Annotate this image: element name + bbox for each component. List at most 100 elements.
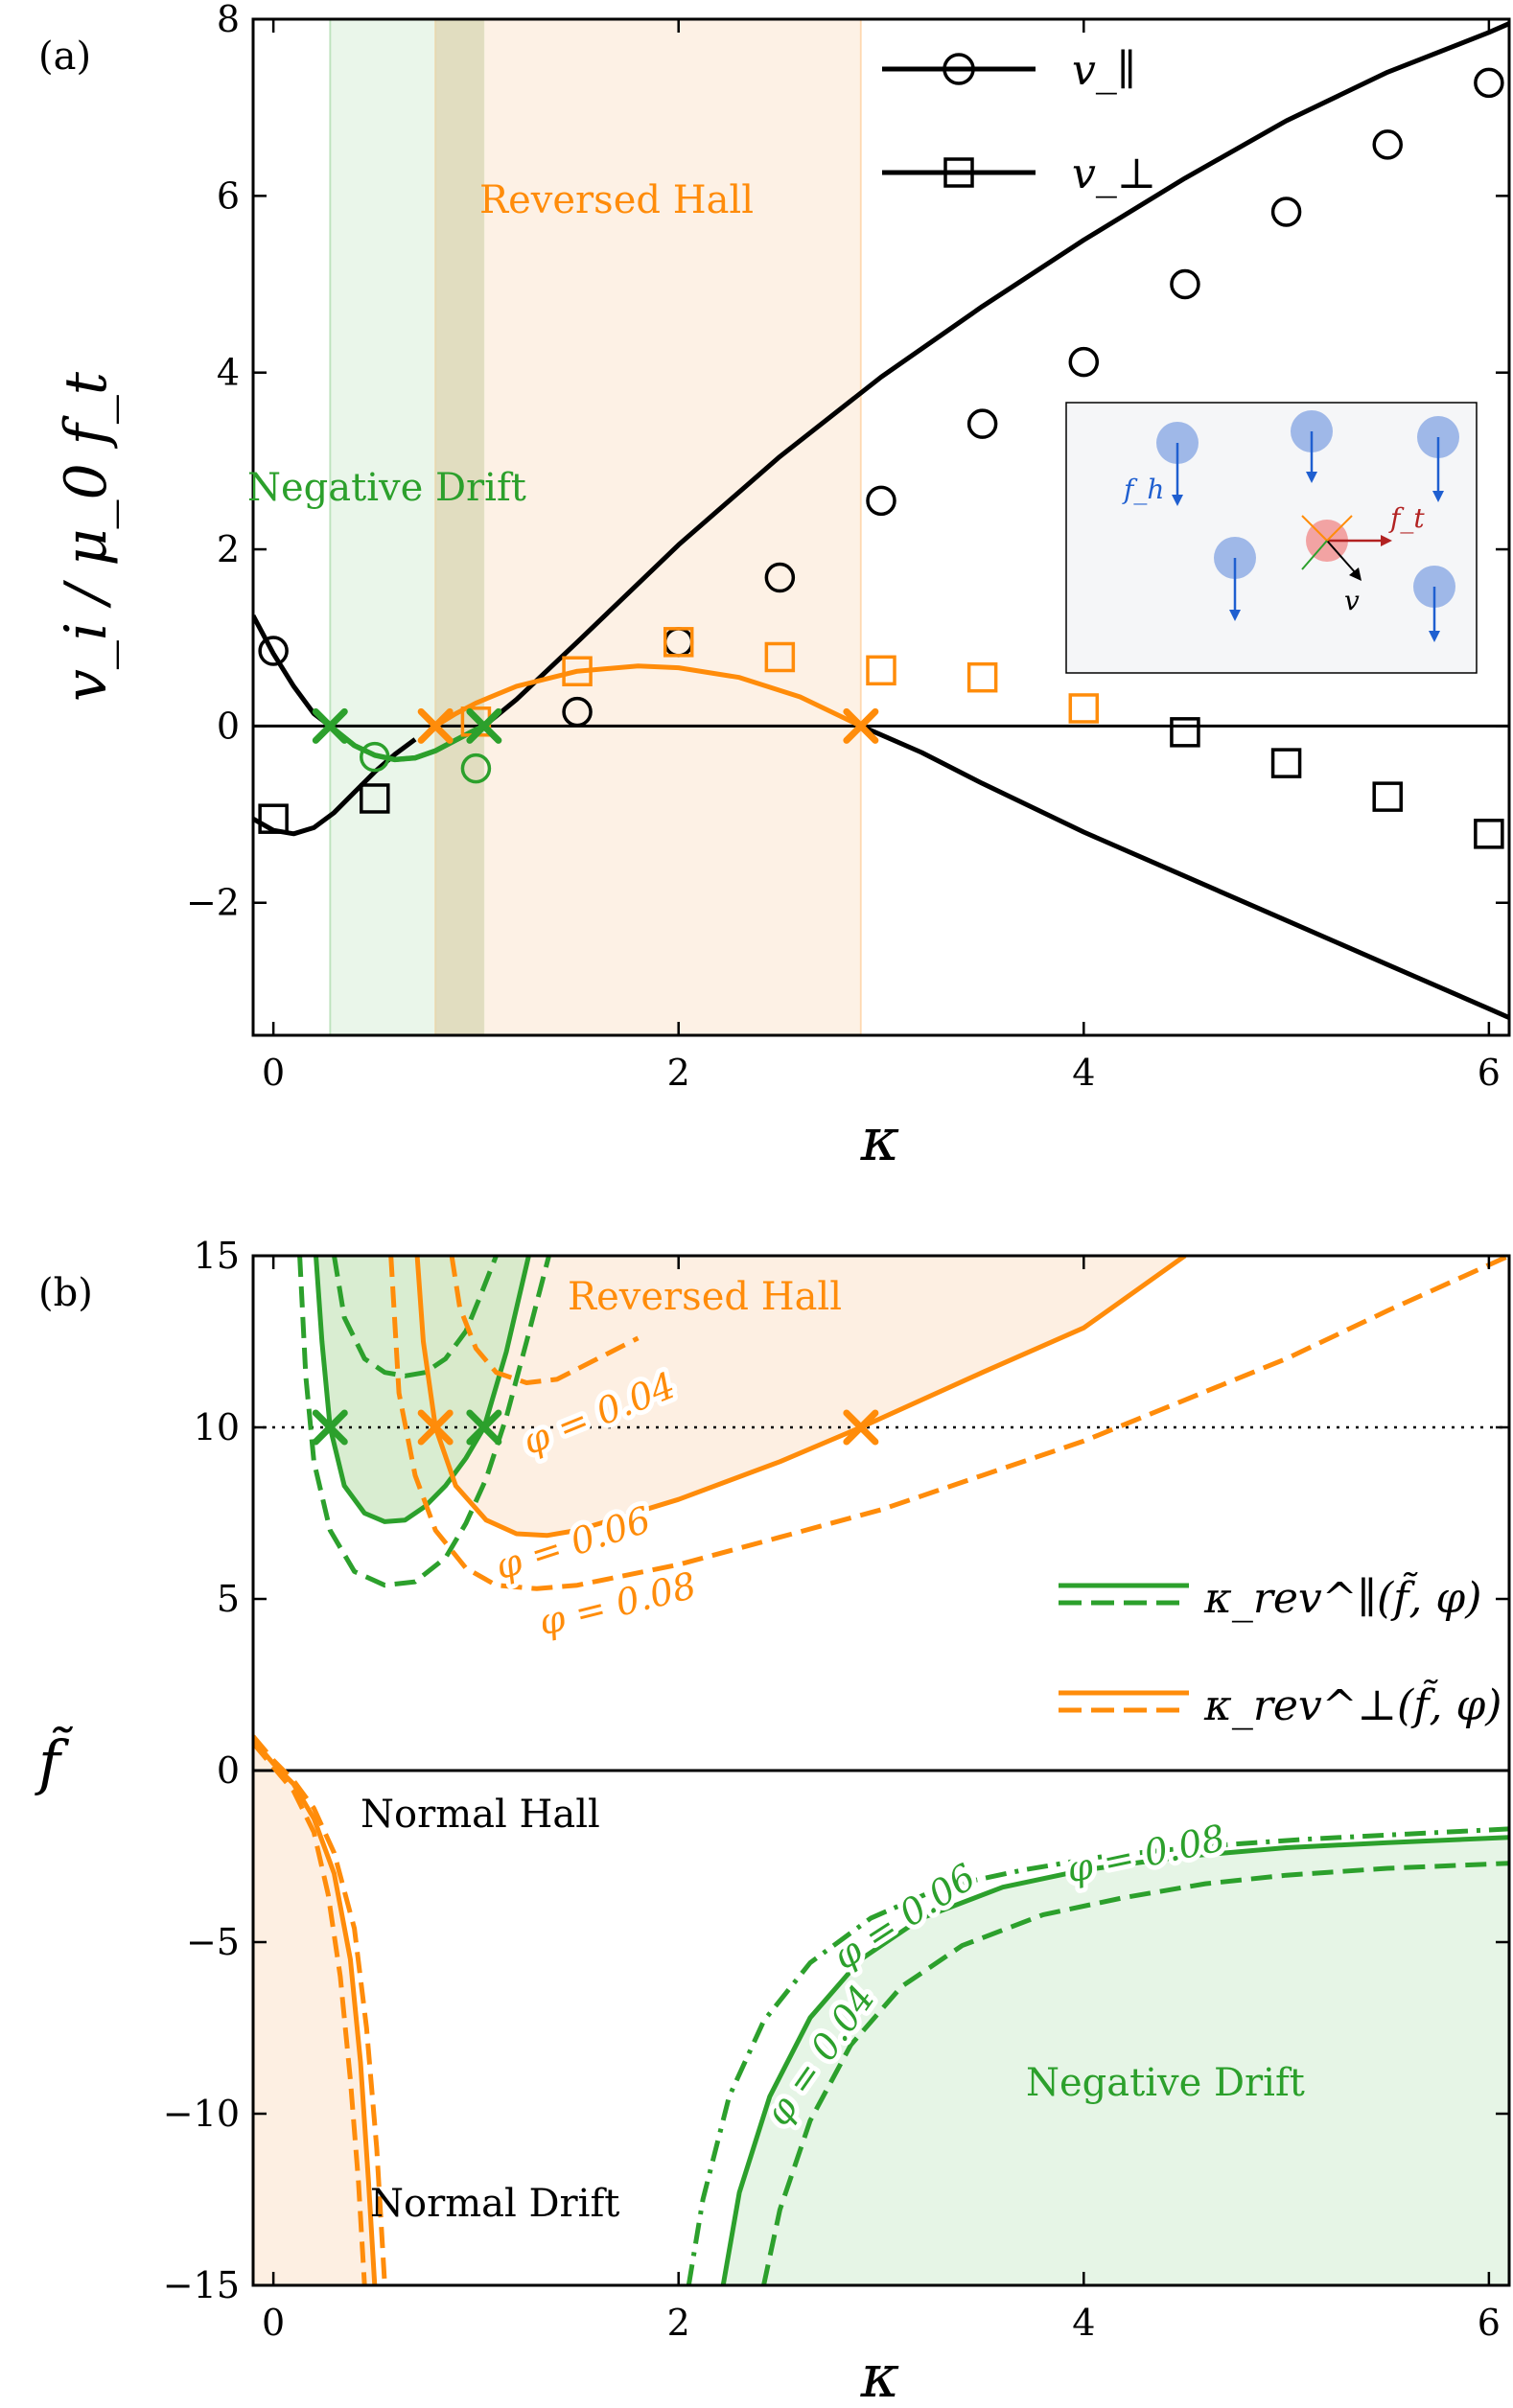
sim-perp-point bbox=[1068, 693, 1100, 724]
panel-a-ytick-label: 6 bbox=[217, 174, 240, 217]
inset-label-ft: f_t bbox=[1388, 502, 1425, 534]
sim-parallel-point bbox=[258, 636, 289, 666]
panel-a-markers bbox=[258, 67, 1504, 849]
sim-perp-point bbox=[258, 803, 289, 834]
panel-a-ytick-label: 8 bbox=[217, 0, 240, 40]
panel-b-label-normal-hall: Normal Hall bbox=[361, 1793, 600, 1837]
inset-obstacle-3 bbox=[1417, 416, 1459, 502]
sim-parallel-point bbox=[1372, 129, 1403, 160]
legend-square-marker bbox=[943, 157, 974, 188]
panel-b-markers bbox=[312, 1409, 879, 1446]
sim-perp-point bbox=[663, 627, 694, 658]
panel-a-xtick-label: 4 bbox=[1072, 1052, 1095, 1094]
inset-arrowhead bbox=[1429, 631, 1440, 642]
panel-a-region-label-reversed-hall: Reversed Hall bbox=[479, 178, 754, 222]
sim-perp-point bbox=[360, 783, 390, 814]
sim-perp-point bbox=[1372, 781, 1403, 812]
crossing-marker-b bbox=[466, 1409, 502, 1446]
panel-b-ytick-label: −15 bbox=[163, 2264, 240, 2306]
panel-b-xlabel: κ bbox=[860, 2341, 900, 2408]
panel-b-axes: 0 2 4 6 −15 −10 −5 0 5 10 15 bbox=[163, 1235, 1511, 2344]
curve-perp-upper-0.08 bbox=[388, 1256, 1509, 1591]
curve-perp-lower-0.08 bbox=[253, 1741, 367, 2285]
panel-b-curves bbox=[253, 1256, 1509, 2285]
sim-parallel-point bbox=[360, 741, 390, 773]
panel-a-xtick-label: 2 bbox=[667, 1052, 690, 1094]
legend-circle-marker bbox=[943, 53, 975, 85]
panel-b-xtick-label: 6 bbox=[1478, 2302, 1501, 2344]
panel-b-ylabel: f̃ bbox=[35, 1726, 74, 1797]
crossing-marker-b bbox=[417, 707, 454, 744]
curve-par-upper-0.04 bbox=[332, 1256, 499, 1378]
panel-a: 0 2 4 6 −2 0 2 4 6 8 (a) Reversed Hall Negative D… bbox=[38, 0, 1511, 1174]
panel-b-regions bbox=[253, 1256, 1509, 2285]
sim-parallel-point bbox=[1170, 268, 1200, 300]
curve-par-upper-0.08 bbox=[297, 1256, 551, 1588]
region-overlap bbox=[435, 19, 484, 1035]
panel-b-legend: κ_rev^∥(f̃, φ) κ_rev^⊥(f̃, φ) bbox=[1059, 1570, 1501, 1730]
panel-a-ytick-label: 4 bbox=[217, 352, 240, 394]
region-orange bbox=[435, 19, 861, 1035]
panel-b-ytick-label: 0 bbox=[217, 1749, 240, 1792]
panel-b-xtick-label: 4 bbox=[1072, 2302, 1095, 2344]
panel-a-region-label-negative-drift: Negative Drift bbox=[247, 466, 526, 510]
curve-par-lower-0.04 bbox=[761, 1861, 1509, 2285]
inset-label-fh: f_h bbox=[1122, 474, 1164, 505]
crossing-marker-b bbox=[312, 707, 348, 744]
region-normal-hall-lower-fill bbox=[253, 1739, 375, 2285]
panel-b-label-negative-drift: Negative Drift bbox=[1026, 2061, 1305, 2105]
inset-arrowhead bbox=[1432, 491, 1444, 502]
panel-a-ytick-label: 0 bbox=[217, 705, 240, 747]
sim-perp-point bbox=[1170, 717, 1200, 748]
panel-a-xtick-label: 6 bbox=[1478, 1052, 1501, 1094]
sim-parallel-point bbox=[1068, 346, 1100, 378]
sim-parallel-point bbox=[562, 696, 593, 728]
theory-parallel-green-seg bbox=[328, 723, 485, 763]
crossing-marker-b bbox=[417, 1409, 454, 1446]
inset-orange-arrow bbox=[1301, 515, 1328, 542]
panel-a-ytick-label: −2 bbox=[186, 882, 240, 924]
legend-label-kappa-par: κ_rev^∥(f̃, φ) bbox=[1203, 1570, 1481, 1623]
inset-obstacle-4 bbox=[1214, 537, 1256, 621]
theory-perp-curve-seg-2 bbox=[859, 724, 1509, 1020]
curve-par-lower-0.06 bbox=[720, 1835, 1509, 2285]
panel-a-ylabel: v_i / μ_0 f_t bbox=[53, 371, 120, 702]
inset-schematic: f_h f_t v bbox=[1065, 402, 1478, 674]
inset-arrowhead bbox=[1172, 495, 1183, 506]
sim-perp-point bbox=[966, 661, 998, 693]
inset-frame bbox=[1065, 402, 1478, 674]
panel-b: 0 2 4 6 −15 −10 −5 0 5 10 15 (b) Reversed Hall Nor… bbox=[35, 1235, 1511, 2408]
panel-a-xtick-label: 0 bbox=[262, 1052, 285, 1094]
panel-a-label: (a) bbox=[38, 35, 91, 79]
curve-perp-lower-0.04 bbox=[253, 1734, 387, 2285]
inset-arrowhead bbox=[1229, 610, 1241, 621]
region-negative-drift-upper-fill bbox=[315, 1256, 529, 1522]
inset-arrowhead bbox=[1306, 472, 1317, 483]
sim-perp-point bbox=[562, 656, 593, 686]
crossing-marker-b bbox=[312, 1409, 348, 1446]
sim-perp-point bbox=[764, 641, 796, 673]
panel-b-ytick-label: −10 bbox=[163, 2093, 240, 2135]
crossing-marker-b bbox=[843, 1409, 879, 1446]
legend-label-parallel: v_∥ bbox=[1072, 46, 1136, 95]
sim-parallel-point bbox=[966, 408, 998, 439]
panel-b-ytick-label: 5 bbox=[217, 1578, 240, 1620]
inset-label-v: v bbox=[1344, 585, 1360, 616]
panel-b-ytick-label: 15 bbox=[194, 1235, 240, 1277]
panel-a-frame bbox=[251, 17, 1511, 1037]
inset-obstacle-5 bbox=[1413, 566, 1455, 642]
panel-b-label: (b) bbox=[38, 1271, 93, 1315]
panel-a-ytick-label: 2 bbox=[217, 528, 240, 570]
sim-parallel-point bbox=[460, 752, 492, 784]
legend-label-kappa-perp: κ_rev^⊥(f̃, φ) bbox=[1203, 1678, 1501, 1730]
sim-perp-point bbox=[1270, 748, 1302, 778]
sim-parallel-point bbox=[1270, 197, 1302, 227]
panel-b-label-reversed-hall: Reversed Hall bbox=[568, 1275, 842, 1319]
sim-perp-point bbox=[866, 655, 896, 686]
panel-b-ytick-label: −5 bbox=[186, 1921, 240, 1963]
inset-velocity-arrow bbox=[1326, 540, 1357, 574]
crossing-marker-b bbox=[843, 707, 879, 744]
region-negative-drift-lower-fill bbox=[723, 1837, 1509, 2285]
panel-b-xtick-label: 2 bbox=[667, 2302, 690, 2344]
panel-a-legend: v_∥ v_⊥ bbox=[882, 46, 1156, 198]
